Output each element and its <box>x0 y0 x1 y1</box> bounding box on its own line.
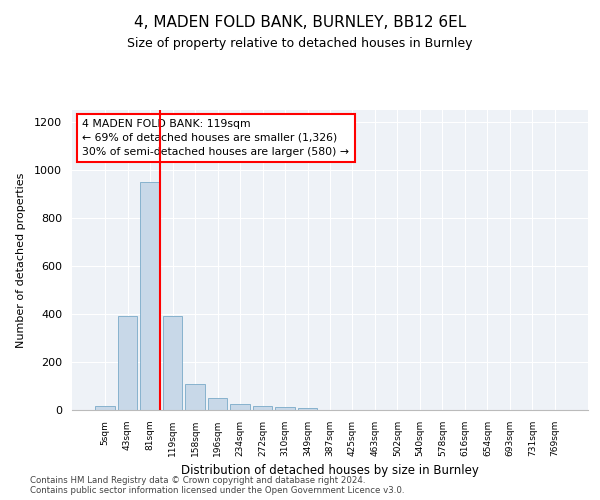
Bar <box>208 398 227 410</box>
Text: Contains HM Land Registry data © Crown copyright and database right 2024.: Contains HM Land Registry data © Crown c… <box>30 476 365 485</box>
Bar <box>95 406 115 410</box>
Text: 4 MADEN FOLD BANK: 119sqm
← 69% of detached houses are smaller (1,326)
30% of se: 4 MADEN FOLD BANK: 119sqm ← 69% of detac… <box>82 119 349 157</box>
X-axis label: Distribution of detached houses by size in Burnley: Distribution of detached houses by size … <box>181 464 479 477</box>
Bar <box>298 408 317 410</box>
Bar <box>163 316 182 410</box>
Bar <box>140 182 160 410</box>
Y-axis label: Number of detached properties: Number of detached properties <box>16 172 26 348</box>
Bar <box>118 316 137 410</box>
Text: Size of property relative to detached houses in Burnley: Size of property relative to detached ho… <box>127 38 473 51</box>
Bar <box>230 404 250 410</box>
Bar <box>253 406 272 410</box>
Bar <box>275 406 295 410</box>
Bar <box>185 384 205 410</box>
Text: 4, MADEN FOLD BANK, BURNLEY, BB12 6EL: 4, MADEN FOLD BANK, BURNLEY, BB12 6EL <box>134 15 466 30</box>
Text: Contains public sector information licensed under the Open Government Licence v3: Contains public sector information licen… <box>30 486 404 495</box>
